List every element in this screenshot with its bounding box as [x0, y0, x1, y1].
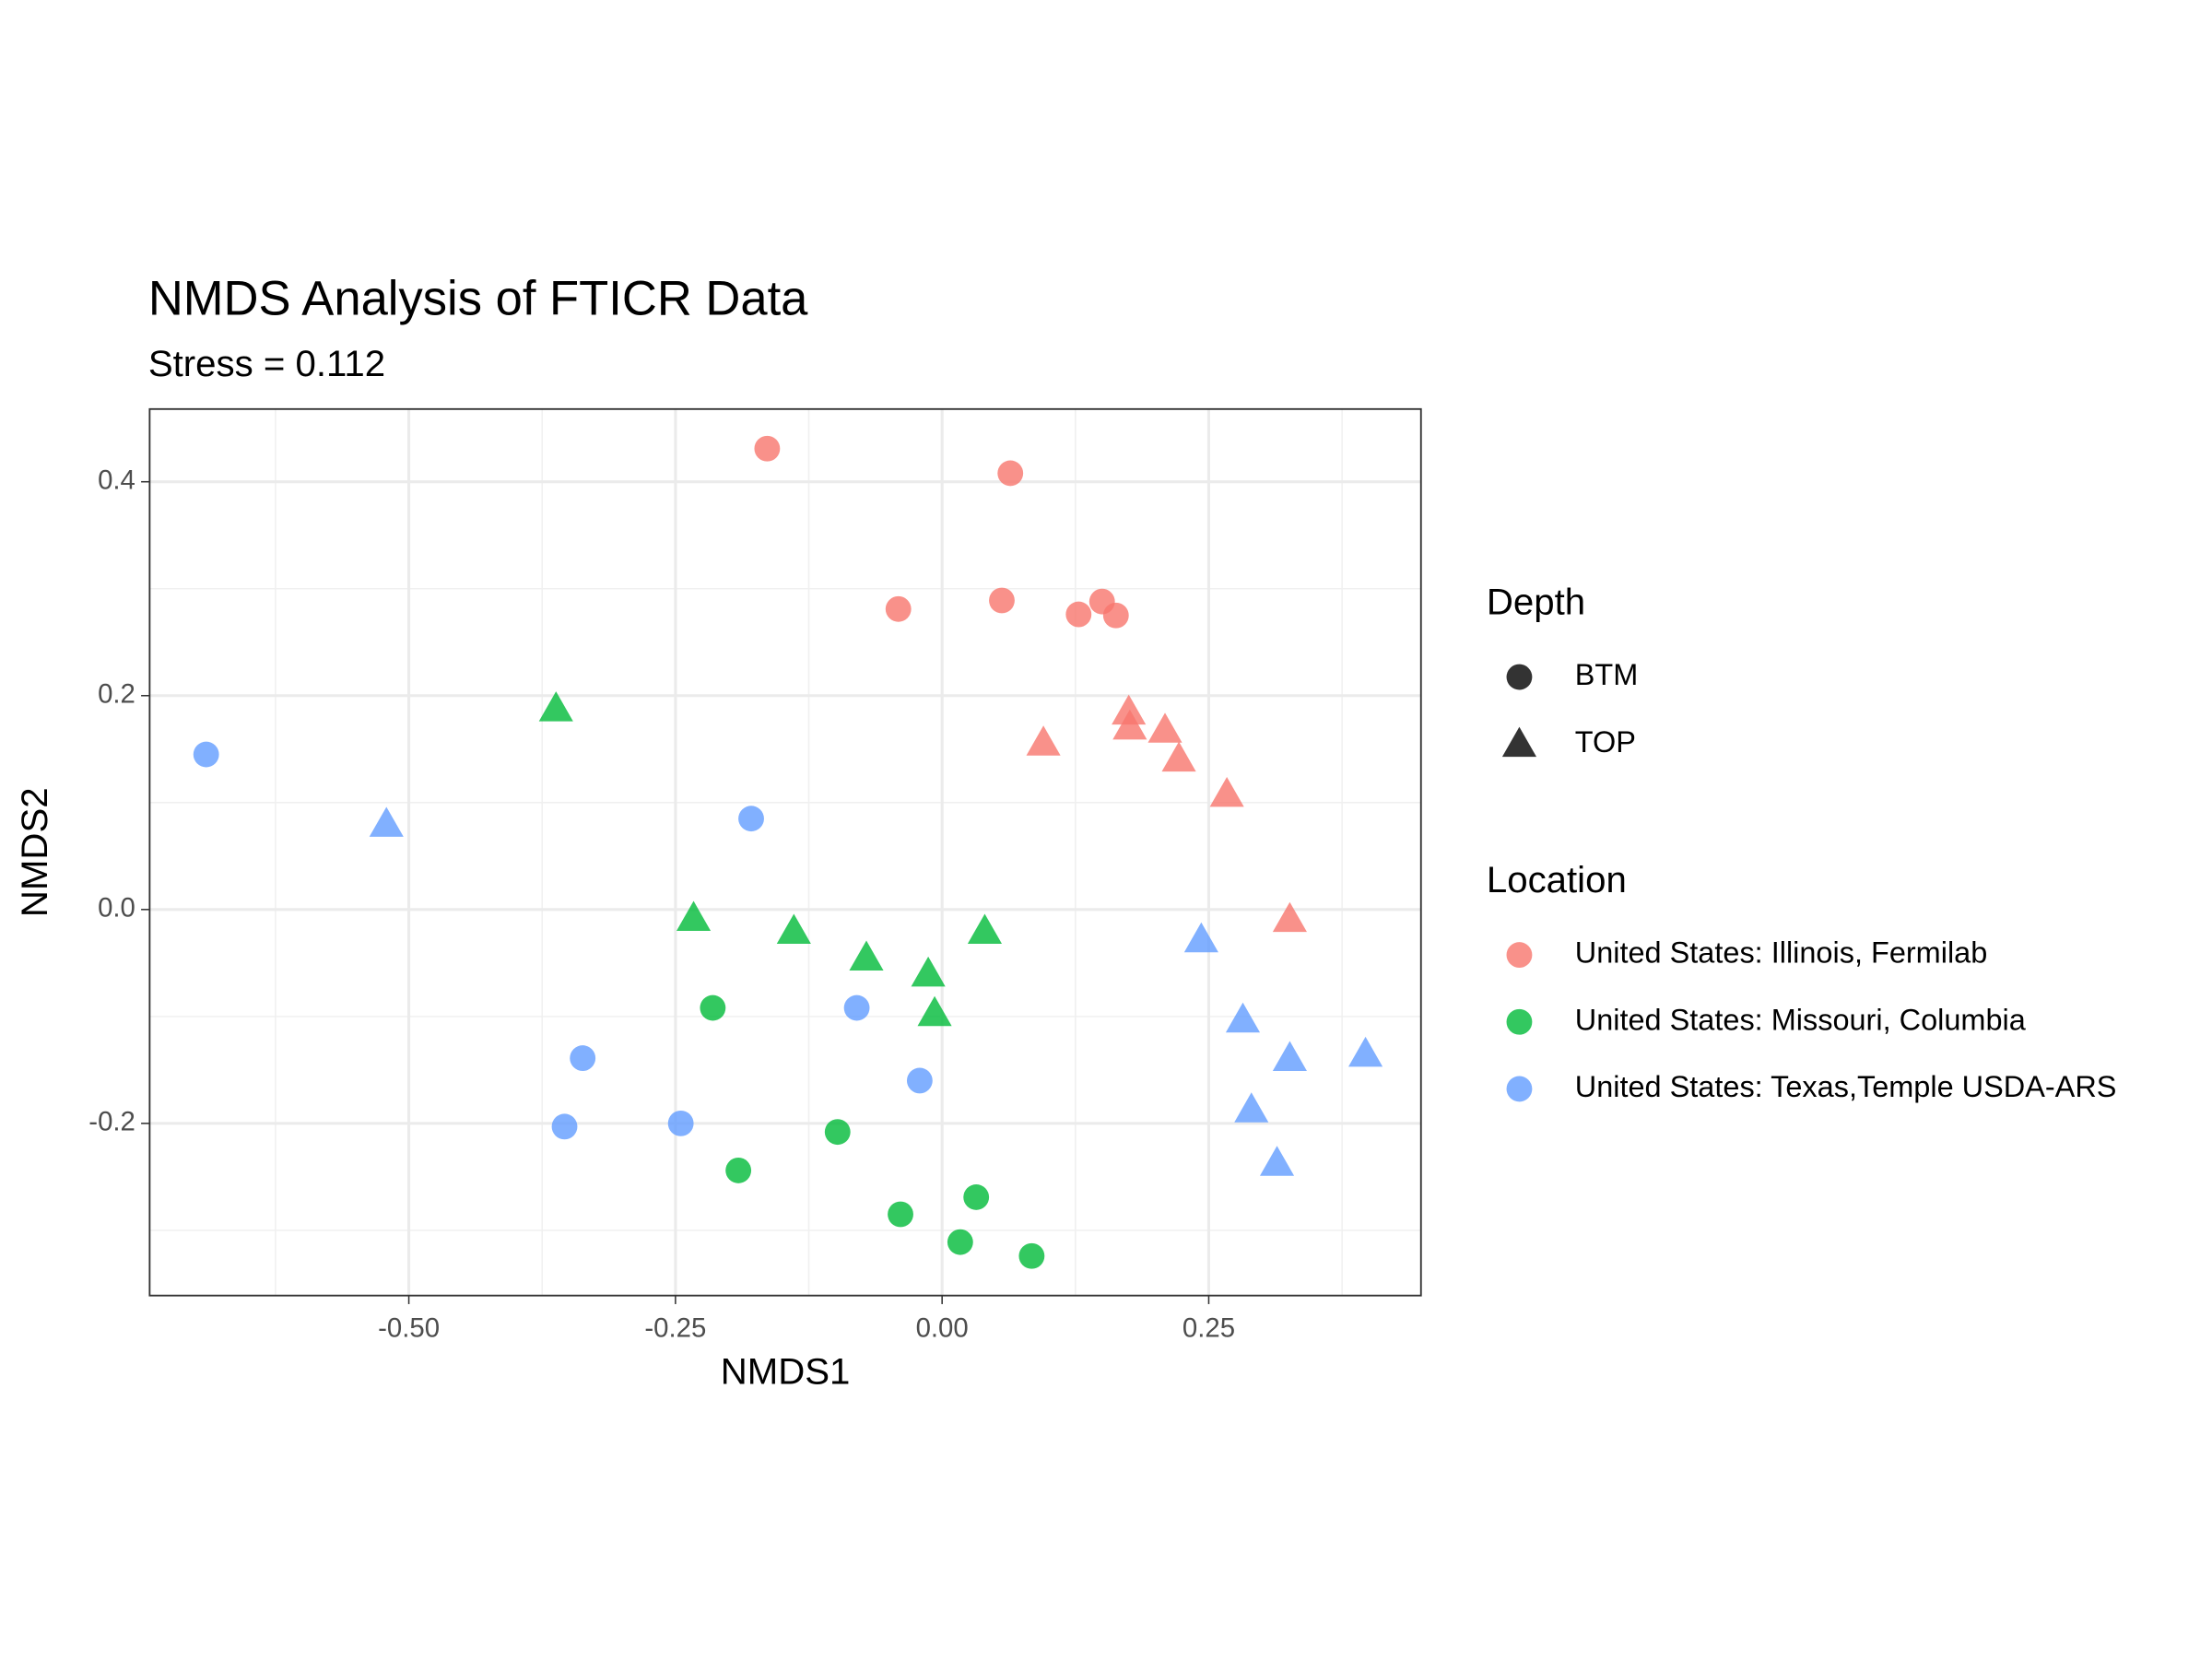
legend-key: [1506, 1076, 1533, 1102]
chart-title: NMDS Analysis of FTICR Data: [148, 272, 808, 326]
data-point: [917, 995, 952, 1027]
data-point: [369, 806, 404, 837]
data-point: [885, 595, 912, 622]
x-tick-label: -0.50: [378, 1313, 440, 1344]
legend-key: [1506, 664, 1533, 690]
data-point: [1147, 712, 1182, 743]
data-point: [824, 1119, 851, 1146]
data-point: [849, 940, 884, 971]
data-point: [906, 1067, 933, 1094]
chart-subtitle: Stress = 0.112: [148, 343, 385, 384]
data-point: [676, 900, 712, 932]
data-point: [1065, 601, 1092, 628]
data-point: [1272, 1041, 1307, 1072]
data-point: [1272, 901, 1307, 933]
data-point: [963, 1184, 990, 1210]
legend-label: United States: Missouri, Columbia: [1575, 1003, 2027, 1036]
data-point: [1234, 1092, 1269, 1123]
data-point: [667, 1110, 694, 1136]
data-point: [725, 1158, 752, 1183]
legend-label: United States: Texas,Temple USDA-ARS: [1575, 1070, 2117, 1103]
legend-key: [1506, 942, 1533, 968]
y-tick-label: -0.2: [88, 1107, 135, 1137]
x-tick-label: -0.25: [644, 1313, 706, 1344]
data-point: [1183, 922, 1218, 953]
legend-title: Depth: [1487, 581, 1585, 622]
data-point: [700, 994, 726, 1021]
y-tick-label: 0.4: [98, 465, 135, 495]
data-point: [1225, 1002, 1261, 1033]
data-point: [888, 1201, 913, 1228]
data-point: [989, 587, 1015, 614]
data-point: [967, 913, 1003, 944]
data-point: [997, 460, 1024, 487]
x-tick-label: 0.25: [1182, 1313, 1235, 1344]
plot-border: [148, 407, 1422, 1297]
y-tick-label: 0.0: [98, 893, 135, 924]
data-point: [911, 956, 946, 987]
legend-label: BTM: [1575, 658, 1639, 691]
data-point: [538, 691, 573, 722]
legend-label: United States: Illinois, Fermilab: [1575, 936, 1988, 970]
data-point: [1018, 1242, 1045, 1269]
data-point: [1102, 602, 1129, 629]
data-point: [1209, 776, 1244, 807]
data-point: [1112, 694, 1147, 725]
data-point: [193, 741, 219, 768]
x-axis-label: NMDS1: [721, 1350, 851, 1392]
legend-key: [1506, 1008, 1533, 1035]
data-point: [551, 1113, 578, 1140]
y-tick-label: 0.2: [98, 679, 135, 710]
data-point: [1161, 741, 1196, 772]
data-point: [1026, 725, 1061, 756]
data-point: [738, 806, 764, 832]
data-point: [570, 1045, 596, 1072]
data-point: [1259, 1146, 1295, 1176]
data-point: [1348, 1036, 1383, 1067]
y-axis-label: NMDS2: [14, 787, 55, 917]
x-tick-label: 0.00: [916, 1313, 969, 1344]
legend-key: [1501, 726, 1537, 758]
legend-title: Location: [1487, 859, 1627, 900]
legend-label: TOP: [1575, 725, 1636, 759]
data-point: [843, 994, 870, 1021]
data-point: [754, 435, 781, 462]
data-point: [776, 913, 811, 944]
data-point: [1112, 709, 1147, 740]
data-point: [947, 1229, 973, 1255]
